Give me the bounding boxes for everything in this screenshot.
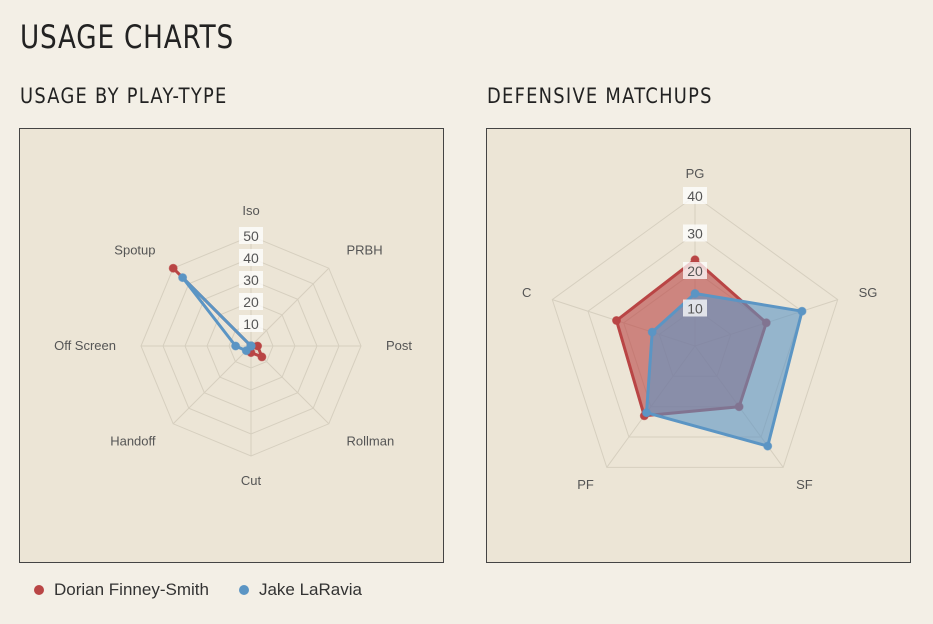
tick-label: 50 bbox=[243, 228, 259, 244]
tick-label-bg bbox=[239, 315, 263, 332]
legend-dot-series2 bbox=[238, 585, 249, 595]
tick-label-bg bbox=[683, 262, 707, 279]
tick-label: 40 bbox=[687, 188, 703, 204]
data-point-s2-3 bbox=[642, 408, 651, 418]
axis-label: Rollman bbox=[347, 434, 395, 449]
legend: Dorian Finney-Smith Jake LaRavia bbox=[34, 580, 392, 600]
axis-label: PF bbox=[577, 477, 594, 492]
series-line-2 bbox=[645, 292, 804, 448]
axis-label: SF bbox=[796, 477, 813, 492]
tick-label-group: 20 bbox=[683, 262, 707, 279]
grid-ring bbox=[551, 195, 839, 468]
data-point-s1-3 bbox=[257, 352, 267, 362]
axis-label: Iso bbox=[242, 203, 259, 218]
tick-label-group: 10 bbox=[239, 315, 263, 332]
data-point-s2-4 bbox=[647, 327, 657, 337]
usage-chart-panel: 10 20 30 40 50 Iso PRBH Post Rollman Cut Handoff Of… bbox=[19, 128, 444, 563]
data-point-s2-2 bbox=[763, 441, 773, 451]
tick-label: 30 bbox=[243, 272, 259, 288]
matchups-radar-chart: 10 20 30 40 PG SG SF PF C bbox=[522, 166, 878, 492]
tick-label-bg bbox=[683, 224, 707, 242]
axis-label: PRBH bbox=[347, 243, 383, 258]
grid-spoke bbox=[172, 345, 252, 425]
data-point-s1-4 bbox=[612, 316, 621, 325]
tick-label: 10 bbox=[243, 316, 259, 332]
data-point-s2-0 bbox=[690, 289, 700, 298]
legend-item-series2[interactable]: Jake LaRavia bbox=[238, 580, 362, 600]
tick-label-group: 30 bbox=[239, 271, 263, 288]
tick-label-bg bbox=[683, 187, 707, 204]
legend-dot-series1 bbox=[34, 585, 44, 595]
tick-label-bg bbox=[683, 299, 707, 317]
tick-label-bg bbox=[239, 227, 263, 244]
tick-label-group: 10 bbox=[683, 299, 707, 317]
tick-label: 40 bbox=[243, 250, 259, 266]
series-line-2 bbox=[181, 276, 253, 353]
tick-label-bg bbox=[239, 271, 263, 288]
tick-label-group: 20 bbox=[239, 293, 263, 310]
tick-label: 20 bbox=[687, 263, 703, 279]
usage-chart-title: USAGE BY PLAY-TYPE bbox=[20, 84, 228, 108]
tick-label-group: 30 bbox=[683, 224, 707, 242]
axis-label: PG bbox=[686, 166, 705, 181]
legend-label-series2: Jake LaRavia bbox=[258, 580, 362, 599]
usage-radar-chart: 10 20 30 40 50 Iso PRBH Post Rollman Cut Handoff Of… bbox=[54, 203, 412, 488]
data-point-s2-5 bbox=[241, 346, 251, 356]
data-point-s2-7 bbox=[178, 273, 188, 283]
tick-label-group: 40 bbox=[239, 249, 263, 266]
page-title: USAGE CHARTS bbox=[20, 18, 234, 56]
legend-label-series1: Dorian Finney-Smith bbox=[54, 580, 209, 599]
tick-label-group: 40 bbox=[683, 187, 707, 204]
axis-label: C bbox=[522, 285, 531, 300]
axis-label: Cut bbox=[241, 473, 262, 488]
tick-label: 10 bbox=[687, 301, 703, 317]
data-point-s1-7 bbox=[168, 263, 178, 273]
axis-label: Spotup bbox=[114, 243, 155, 258]
matchups-chart-panel: 10 20 30 40 PG SG SF PF C bbox=[486, 128, 911, 563]
axis-label: Off Screen bbox=[54, 338, 116, 353]
tick-label-group: 50 bbox=[239, 227, 263, 244]
axis-label: SG bbox=[859, 285, 878, 300]
tick-label-bg bbox=[239, 293, 263, 310]
grid-ring bbox=[587, 232, 803, 438]
tick-label: 30 bbox=[687, 226, 703, 242]
data-point-s2-1 bbox=[797, 306, 807, 316]
grid-spoke bbox=[250, 267, 330, 347]
matchups-chart-title: DEFENSIVE MATCHUPS bbox=[487, 84, 713, 108]
tick-label: 20 bbox=[243, 294, 259, 310]
legend-item-series1[interactable]: Dorian Finney-Smith bbox=[34, 580, 209, 600]
axis-label: Handoff bbox=[110, 434, 156, 449]
data-point-s2-6 bbox=[231, 341, 241, 351]
axis-label: Post bbox=[386, 338, 412, 353]
tick-label-bg bbox=[239, 249, 263, 266]
